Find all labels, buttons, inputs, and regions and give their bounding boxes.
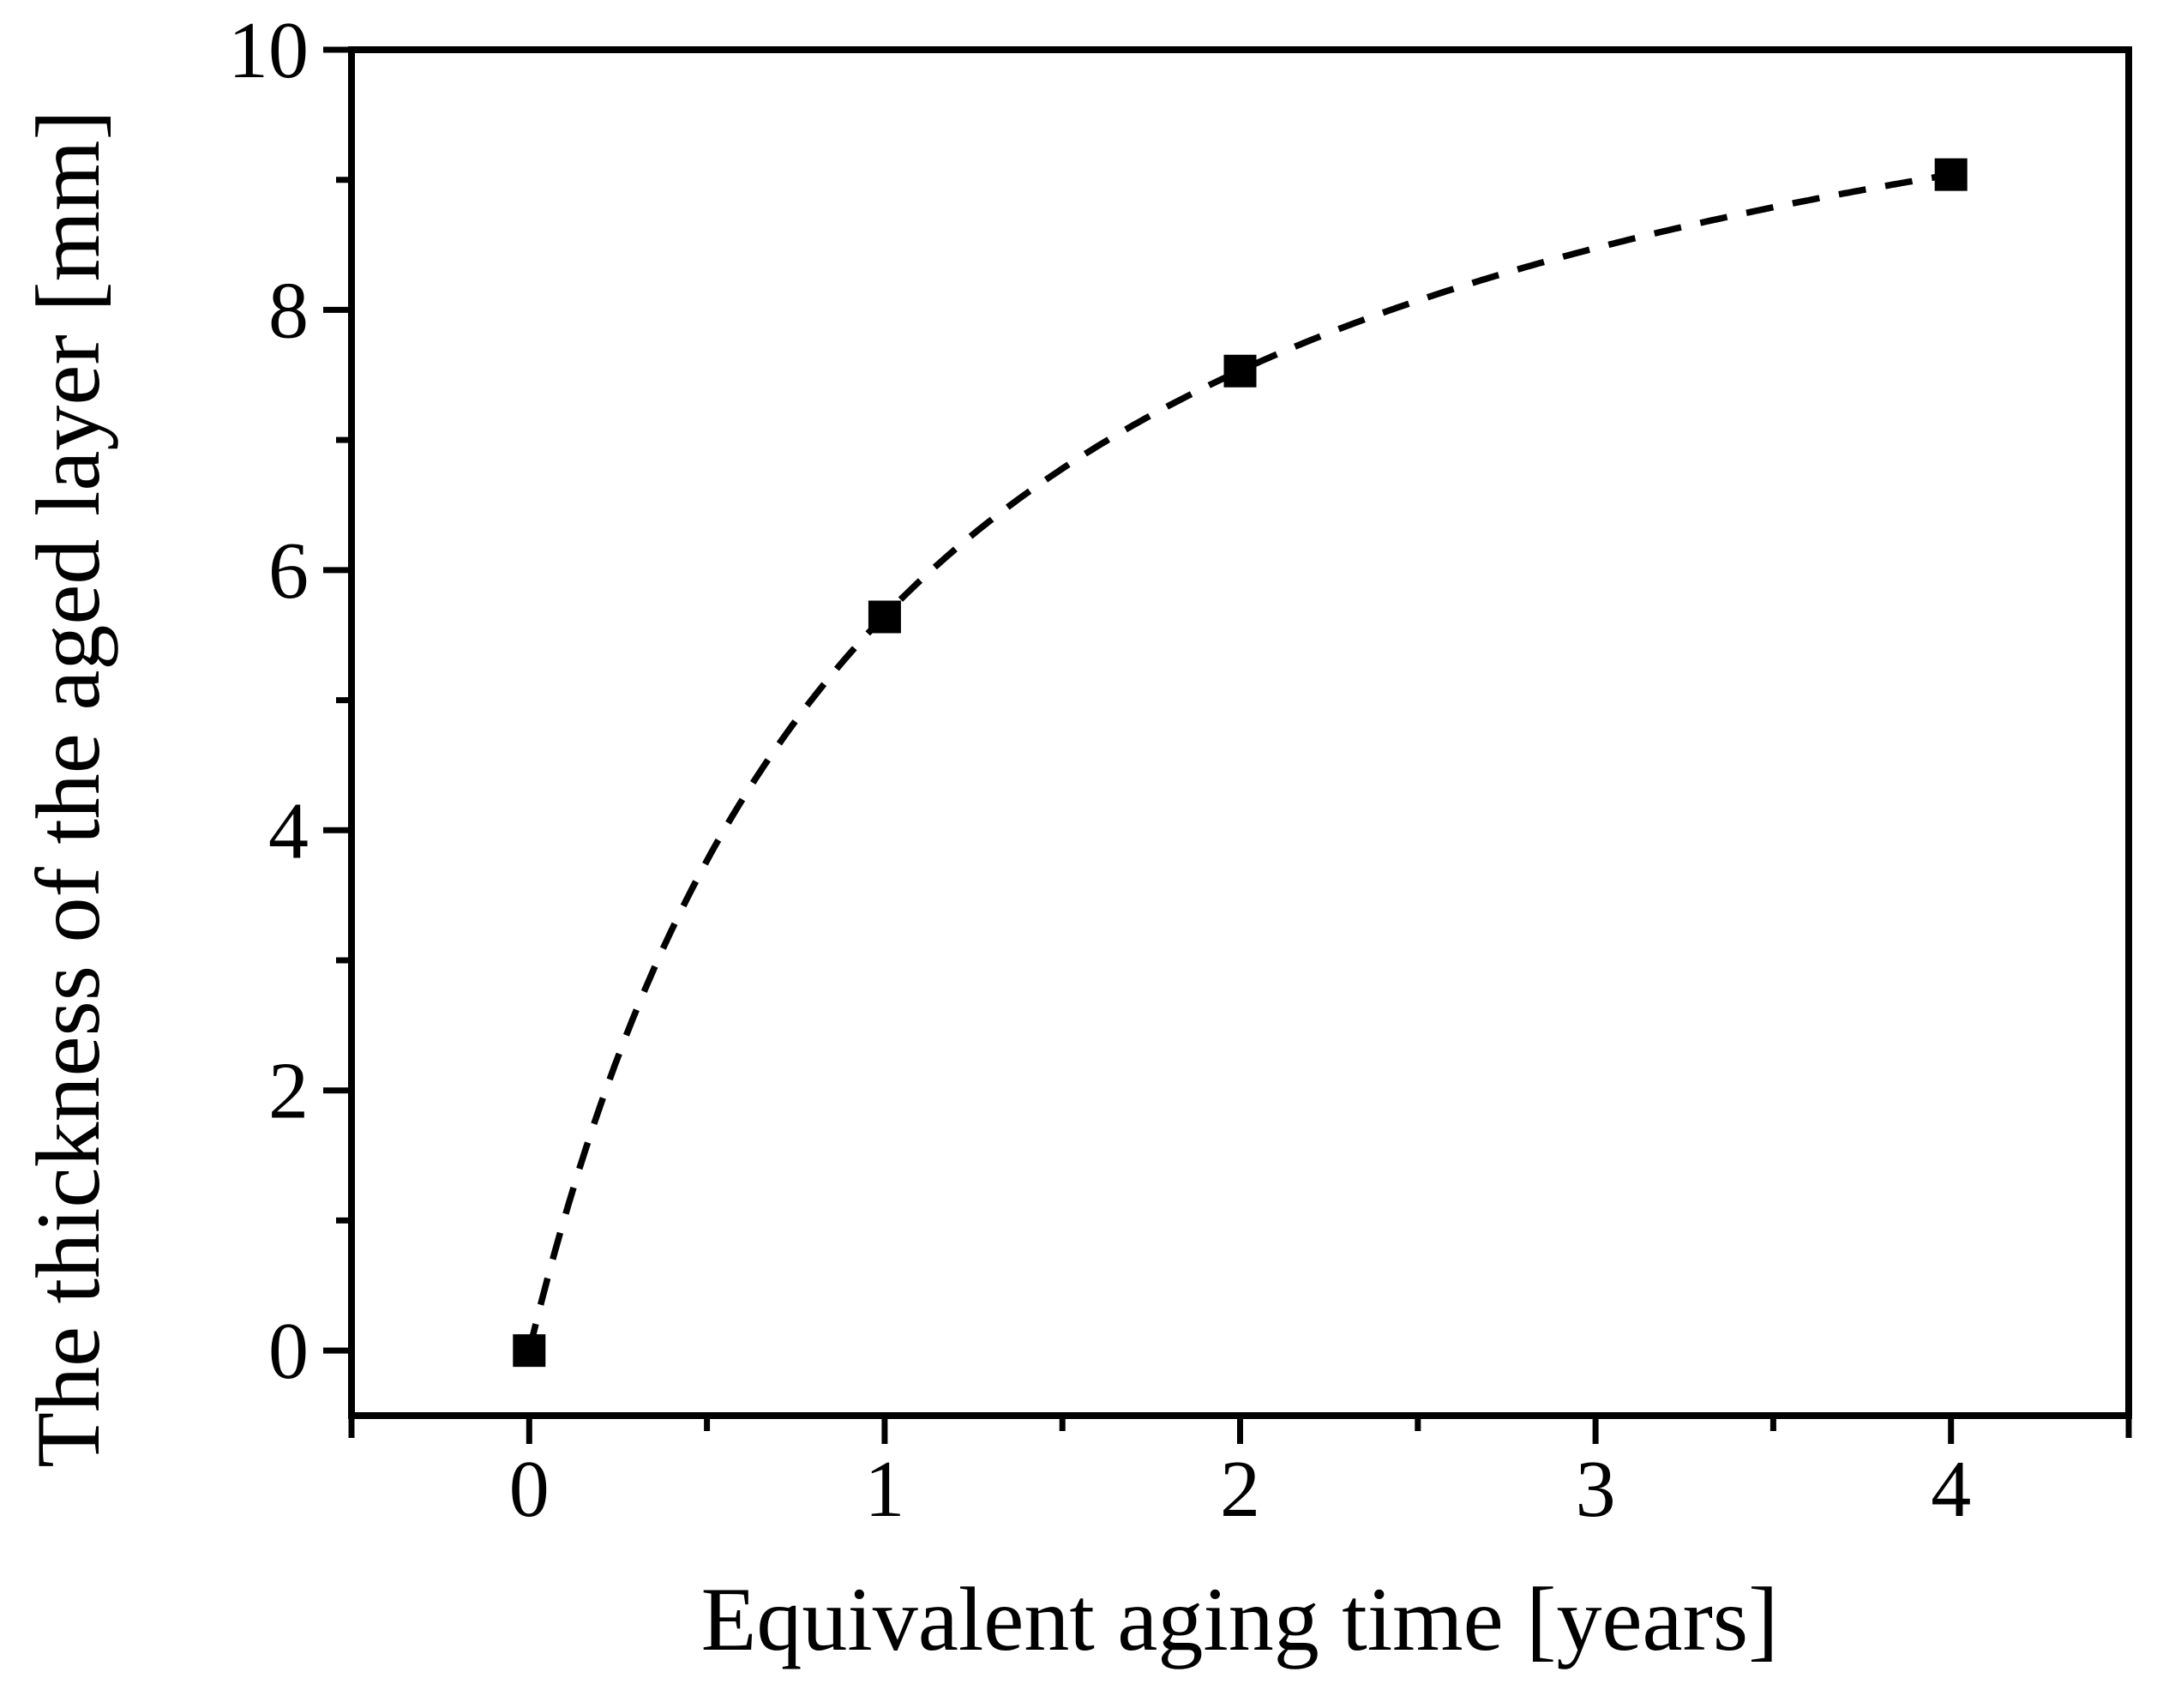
x-axis-title: Equivalent aging time [years] bbox=[701, 1569, 1779, 1669]
x-tick-label: 0 bbox=[509, 1445, 550, 1534]
x-tick-label: 2 bbox=[1220, 1445, 1260, 1534]
plot-area: 0 2 4 6 8 10 0 1 2 3 4 bbox=[228, 6, 2132, 1534]
data-point-marker bbox=[1223, 354, 1257, 388]
y-tick-label: 10 bbox=[228, 6, 309, 95]
plot-border bbox=[348, 46, 2132, 1419]
x-tick-label: 4 bbox=[1931, 1445, 1971, 1534]
data-point-marker bbox=[868, 600, 901, 634]
trend-curve bbox=[526, 171, 1952, 1351]
data-point-marker bbox=[513, 1334, 546, 1368]
y-tick-label: 0 bbox=[268, 1307, 309, 1396]
y-tick-label: 6 bbox=[268, 526, 309, 616]
x-tick-label: 3 bbox=[1576, 1445, 1616, 1534]
y-axis-title: The thickness of the aged layer [mm] bbox=[18, 110, 118, 1468]
x-tick-label: 1 bbox=[864, 1445, 904, 1534]
y-tick-label: 8 bbox=[268, 266, 309, 355]
y-tick-label: 4 bbox=[268, 786, 309, 875]
y-tick-label: 2 bbox=[268, 1047, 309, 1136]
data-point-marker bbox=[1934, 158, 1968, 191]
